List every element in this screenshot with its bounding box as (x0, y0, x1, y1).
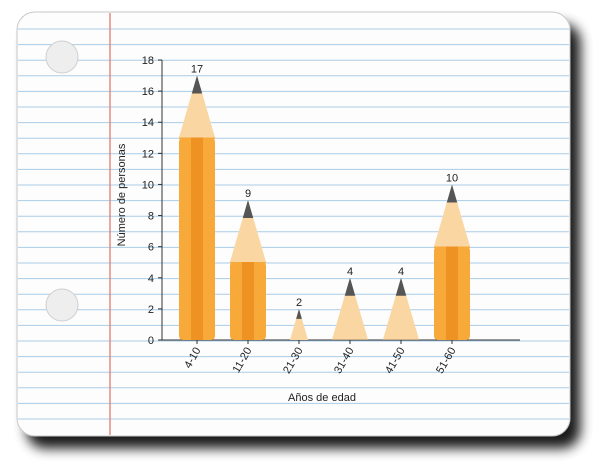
pencil-lead (191, 75, 203, 94)
pencil-ridge (446, 246, 458, 340)
binder-hole-bottom (45, 288, 79, 322)
data-label: 17 (191, 64, 203, 76)
data-label: 4 (398, 266, 404, 278)
pencil-ridge (242, 262, 254, 340)
pencil-lead (446, 184, 458, 203)
y-tick-label: 6 (148, 242, 154, 254)
y-ticks: 0 2 4 6 8 10 12 14 16 18 (142, 55, 162, 347)
pencil-wood-tip (230, 200, 266, 262)
binder-hole-top (45, 40, 79, 74)
y-tick-label: 18 (142, 55, 154, 67)
y-tick-label: 16 (142, 86, 154, 98)
y-tick-label: 4 (148, 273, 154, 285)
pencil-lead (242, 200, 254, 218)
pencil-bar: 2 (289, 297, 309, 340)
pencil-wood-tip (331, 277, 369, 340)
pencil-ridge (191, 137, 203, 340)
pencil-bar: 4 (382, 266, 420, 340)
y-axis-label: Número de personas (116, 143, 128, 246)
y-tick-label: 0 (148, 335, 154, 347)
y-tick-label: 14 (142, 117, 154, 129)
pencil-wood-tip (382, 277, 420, 340)
pencil-wood-tip (434, 184, 470, 247)
data-label: 9 (245, 188, 251, 200)
pencil-lead (296, 308, 302, 319)
pencil-wood-tip (179, 75, 215, 138)
pencil-lead (395, 277, 407, 296)
pencil-bar: 10 (434, 172, 470, 340)
pencil-wood-tip (289, 308, 309, 340)
pencil-lead (344, 277, 356, 296)
notebook-sheet (16, 11, 571, 437)
pencil-bar: 4 (331, 266, 369, 340)
data-label: 4 (347, 266, 353, 278)
data-label: 10 (446, 172, 458, 184)
y-tick-label: 8 (148, 211, 154, 223)
y-tick-label: 12 (142, 148, 154, 160)
x-axis-label: Años de edad (288, 392, 356, 404)
pencil-bar: 9 (230, 188, 266, 340)
pencil-bar: 17 (179, 64, 215, 340)
y-tick-label: 10 (142, 179, 154, 191)
y-tick-label: 2 (148, 304, 154, 316)
pencil-bars: 17 9 2 4 4 10 (179, 64, 470, 340)
data-label: 2 (296, 297, 302, 309)
